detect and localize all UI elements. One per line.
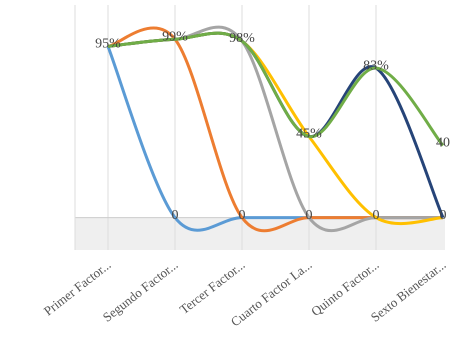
series-line (106, 45, 443, 232)
x-tick-label: Primer Factor... (41, 257, 114, 319)
data-label: 40 (436, 136, 450, 151)
data-label: 0 (306, 208, 313, 223)
data-label: 45% (296, 127, 322, 142)
data-label: 95% (95, 37, 121, 52)
data-label: 98% (229, 31, 255, 46)
data-label: 0 (373, 208, 380, 223)
series-line (107, 25, 443, 233)
data-label: 0 (440, 208, 447, 223)
data-label: 0 (239, 208, 246, 223)
series-line (107, 31, 445, 147)
data-label: 99% (162, 29, 188, 44)
data-label: 83% (363, 58, 389, 73)
data-label: 0 (172, 208, 179, 223)
x-tick-label: Tercer Factor... (177, 257, 248, 317)
plot-band (75, 218, 445, 250)
